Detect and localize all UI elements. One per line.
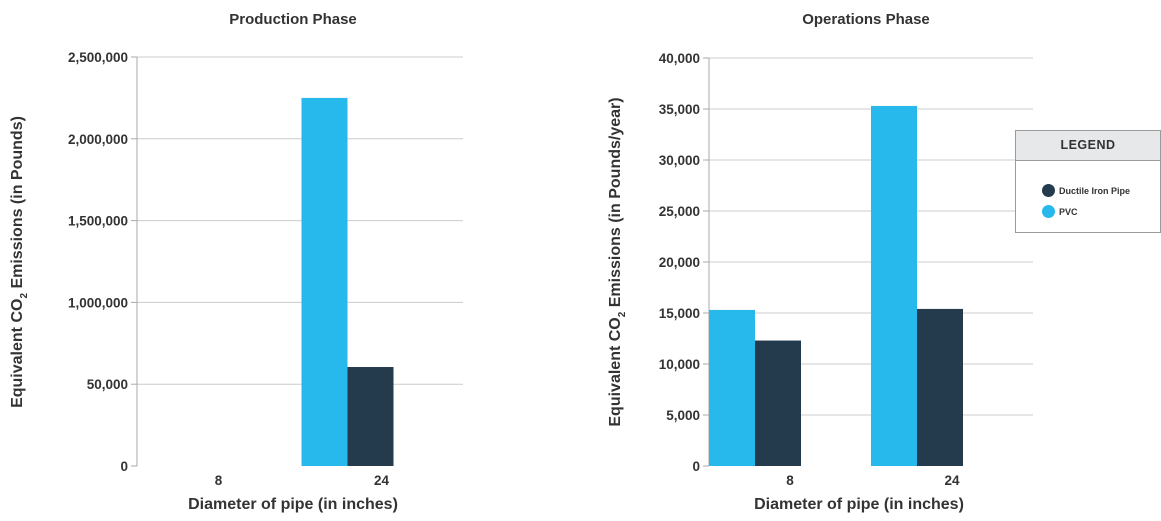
chart-operations-phase: Operations Phase 0 5,000 10,000 15,000 20,000…	[607, 11, 1033, 513]
y-tick-label: 20,000	[659, 255, 700, 270]
chart-production-phase: Production Phase 0 50,000 1,000,000 1,500,00…	[9, 11, 463, 513]
y-axis-label-subscript: 2	[19, 293, 30, 299]
legend-title: LEGEND	[1016, 131, 1160, 161]
bar-ductile-iron-pipe-8	[755, 340, 801, 466]
y-tick-label: 40,000	[659, 51, 700, 66]
legend-item-pvc: PVC	[1042, 201, 1160, 222]
legend-label-ductile-iron-pipe: Ductile Iron Pipe	[1059, 185, 1131, 196]
y-tick-label: 35,000	[659, 102, 700, 117]
y-tick-label: 1,000,000	[68, 295, 128, 310]
legend-swatch-pvc	[1042, 205, 1055, 218]
y-tick-label: 15,000	[659, 306, 700, 321]
bar-ductile-iron-pipe-24	[917, 308, 963, 466]
legend-swatch-ductile-iron-pipe	[1042, 184, 1055, 197]
y-tick-label: 25,000	[659, 204, 700, 219]
bar-ductile-iron-pipe-24	[347, 367, 394, 466]
y-tick-label: 0	[120, 459, 128, 474]
y-axis-label-part: Equivalent CO	[607, 317, 624, 426]
legend-items: Ductile Iron Pipe PVC	[1016, 161, 1160, 222]
y-tick-label: 2,500,000	[68, 50, 128, 65]
y-tick-label: 1,500,000	[68, 214, 128, 229]
y-axis-label: Equivalent CO2 Emissions (in Pounds/year…	[607, 97, 628, 426]
chart-title: Operations Phase	[802, 11, 930, 28]
legend-label-pvc: PVC	[1059, 206, 1078, 217]
y-axis-label-part: Emissions (in Pounds/year)	[607, 97, 624, 311]
y-tick-label: 0	[692, 459, 700, 474]
y-tick-label: 5,000	[666, 408, 700, 423]
x-tick-label: 24	[944, 473, 960, 488]
x-axis-label: Diameter of pipe (in inches)	[188, 496, 398, 513]
y-tick-label: 50,000	[87, 377, 128, 392]
x-tick-label: 8	[786, 473, 794, 488]
y-tick-label: 2,000,000	[68, 132, 128, 147]
y-tick-label: 30,000	[659, 153, 700, 168]
x-tick-label: 24	[374, 473, 390, 488]
y-axis-label-part: Emissions (in Pounds)	[9, 116, 26, 293]
x-tick-label: 8	[215, 473, 223, 488]
bar-pvc-24	[871, 105, 917, 466]
x-axis-label: Diameter of pipe (in inches)	[754, 496, 964, 513]
bar-pvc-24	[301, 97, 348, 467]
legend: LEGEND Ductile Iron Pipe PVC	[1015, 130, 1161, 233]
y-tick-label: 10,000	[659, 357, 700, 372]
y-axis-label-subscript: 2	[617, 311, 628, 317]
bar-pvc-8	[709, 309, 755, 466]
y-axis-label: Equivalent CO2 Emissions (in Pounds)	[9, 116, 30, 408]
legend-item-ductile-iron-pipe: Ductile Iron Pipe	[1042, 180, 1160, 201]
y-axis-label-part: Equivalent CO	[9, 299, 26, 408]
chart-title: Production Phase	[229, 11, 357, 28]
